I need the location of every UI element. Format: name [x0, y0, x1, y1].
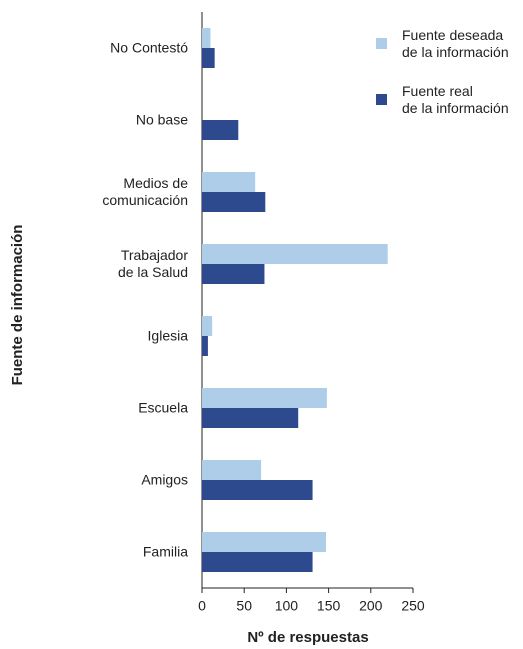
bar — [202, 264, 265, 284]
bar — [202, 480, 313, 500]
bar — [202, 388, 327, 408]
bar — [202, 192, 266, 212]
bar — [202, 48, 215, 68]
legend-label: Fuente real de la información — [402, 83, 509, 116]
y-axis-label: Fuente de información — [9, 225, 26, 386]
bar — [202, 552, 313, 572]
bar — [202, 172, 256, 192]
x-tick-label: 100 — [275, 598, 299, 614]
y-tick-label: Medios de comunicación — [102, 175, 188, 208]
x-tick-label: 0 — [198, 598, 206, 614]
y-tick-label: Trabajador de la Salud — [117, 247, 188, 280]
y-tick-label: Familia — [142, 543, 188, 560]
legend-swatch — [376, 38, 387, 49]
bar — [202, 316, 213, 336]
bar — [202, 244, 388, 264]
x-tick-label: 50 — [236, 598, 252, 614]
legend-swatch — [376, 94, 387, 105]
bar — [202, 460, 262, 480]
y-tick-label: No base — [135, 111, 188, 128]
bar — [202, 408, 299, 428]
bar — [202, 120, 239, 140]
bar — [202, 336, 208, 356]
bar — [202, 532, 327, 552]
x-tick-label: 200 — [359, 598, 383, 614]
bar — [202, 28, 211, 48]
y-tick-label: Iglesia — [147, 327, 188, 344]
y-tick-label: Escuela — [138, 399, 188, 416]
y-tick-label: Amigos — [141, 471, 188, 488]
x-tick-label: 250 — [401, 598, 425, 614]
x-axis-label: Nº de respuestas — [247, 629, 368, 646]
x-tick-label: 150 — [317, 598, 341, 614]
legend-label: Fuente deseada de la información — [402, 27, 509, 60]
y-tick-label: No Contestó — [110, 39, 188, 56]
